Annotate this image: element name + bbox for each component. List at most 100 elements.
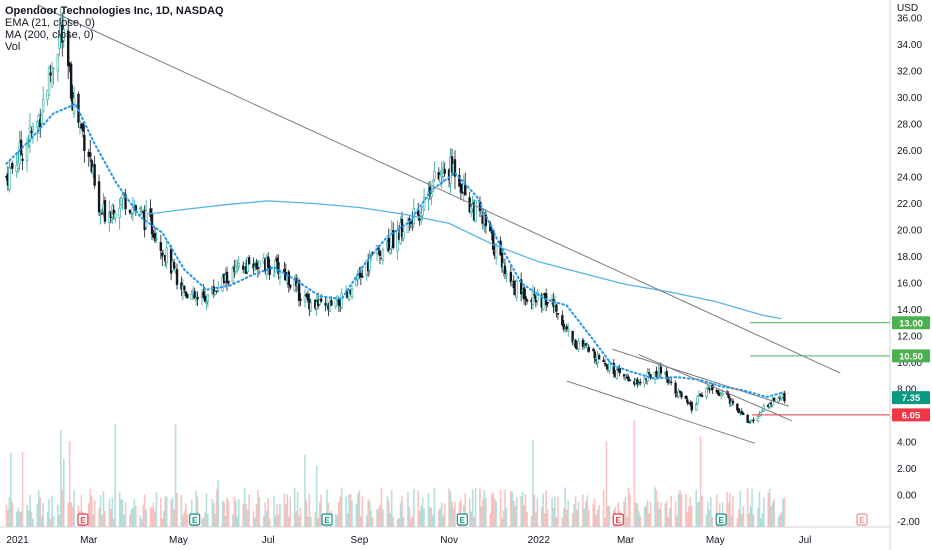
volume-bar xyxy=(273,495,275,527)
channel-mid-line xyxy=(638,354,792,422)
earnings-icon-letter: E xyxy=(718,516,724,525)
volume-bar xyxy=(586,495,589,527)
earnings-icon-frame xyxy=(189,513,201,526)
volume-bar xyxy=(520,496,522,527)
earnings-icon-frame xyxy=(612,513,624,526)
volume-bar xyxy=(605,441,608,527)
candle-body xyxy=(50,67,54,73)
candle-body xyxy=(183,286,186,290)
earnings-icon-frame xyxy=(321,513,333,526)
price-tick-label: 28.00 xyxy=(897,120,922,131)
candle-body xyxy=(536,291,539,301)
volume-bar xyxy=(736,518,739,527)
volume-bar xyxy=(567,500,570,527)
volume-bar xyxy=(361,496,364,527)
volume-bar xyxy=(337,502,340,527)
candle-body xyxy=(297,280,301,301)
candle-body xyxy=(231,267,235,283)
volume-bar xyxy=(32,518,34,527)
volume-bars xyxy=(5,419,786,527)
volume-bar xyxy=(195,491,197,527)
candle-body xyxy=(612,362,616,375)
candle-body xyxy=(155,238,158,240)
volume-bar xyxy=(483,489,486,527)
volume-bar xyxy=(286,494,289,527)
volume-bar xyxy=(499,489,502,527)
candle-body xyxy=(500,252,504,268)
volume-bar xyxy=(585,501,587,527)
candle-body xyxy=(225,271,229,284)
price-tick-label: -2.00 xyxy=(897,517,920,528)
candle-body xyxy=(468,197,471,213)
volume-bar xyxy=(202,517,205,527)
candle-body xyxy=(608,361,611,372)
volume-bar xyxy=(561,517,564,527)
volume-bar xyxy=(554,496,556,527)
earnings-event-icon: E xyxy=(715,513,727,526)
volume-bar xyxy=(262,515,265,527)
earnings-event-icon: E xyxy=(612,513,624,526)
candle-body xyxy=(186,294,189,299)
volume-bar xyxy=(162,510,165,527)
volume-bar xyxy=(482,499,484,527)
volume-bar xyxy=(237,499,240,527)
volume-bar xyxy=(412,489,415,527)
volume-bar xyxy=(440,502,443,527)
volume-bar xyxy=(68,441,71,527)
volume-bar xyxy=(145,509,147,527)
volume-bar xyxy=(468,498,471,527)
volume-bar xyxy=(667,516,670,527)
volume-bar xyxy=(318,502,321,527)
volume-bar xyxy=(739,490,742,527)
volume-bar xyxy=(376,509,378,527)
candle-body xyxy=(387,237,390,252)
volume-bar xyxy=(688,506,690,527)
volume-bar xyxy=(607,505,609,527)
volume-bar xyxy=(212,502,215,527)
candle-body xyxy=(752,419,755,422)
volume-bar xyxy=(677,493,680,527)
candle-body xyxy=(584,343,588,346)
volume-bar xyxy=(285,504,287,527)
volume-bar xyxy=(51,496,53,527)
price-tick-label: 32.00 xyxy=(897,67,922,78)
candle-body xyxy=(56,53,60,72)
volume-bar xyxy=(252,511,255,527)
price-tick-label: 20.00 xyxy=(897,226,922,237)
volume-bar xyxy=(571,513,574,527)
volume-legend[interactable]: Vol xyxy=(5,41,21,53)
channel-upper-line xyxy=(612,348,789,407)
volume-bar xyxy=(573,504,575,527)
volume-bar xyxy=(42,503,44,527)
volume-bar xyxy=(771,502,774,527)
ma-legend[interactable]: MA (200, close, 0) xyxy=(5,29,94,41)
volume-bar xyxy=(110,509,112,527)
candle-body xyxy=(643,377,646,385)
volume-bar xyxy=(649,501,652,527)
volume-bar xyxy=(763,497,765,527)
volume-bar xyxy=(17,507,19,527)
volume-bar xyxy=(710,497,712,527)
symbol-title[interactable]: Opendoor Technologies Inc, 1D, NASDAQ xyxy=(5,5,224,17)
volume-bar xyxy=(626,516,628,527)
candle-body xyxy=(772,397,776,402)
volume-bar xyxy=(533,494,536,527)
candle-body xyxy=(144,210,148,228)
candle-body xyxy=(577,341,580,350)
volume-bar xyxy=(493,498,496,527)
candle-body xyxy=(81,123,85,132)
candle-body xyxy=(227,280,230,284)
volume-bar xyxy=(21,452,24,527)
ema-legend[interactable]: EMA (21, close, 0) xyxy=(5,17,95,29)
price-tick-label: 22.00 xyxy=(897,199,922,210)
candle-body xyxy=(328,301,332,312)
volume-bar xyxy=(371,516,374,527)
candle-body xyxy=(699,393,702,397)
volume-bar xyxy=(120,499,122,527)
candle-body xyxy=(581,339,585,347)
candle-body xyxy=(52,68,55,70)
candle-body xyxy=(153,233,157,241)
volume-bar xyxy=(307,516,309,527)
candle-body xyxy=(247,257,251,265)
